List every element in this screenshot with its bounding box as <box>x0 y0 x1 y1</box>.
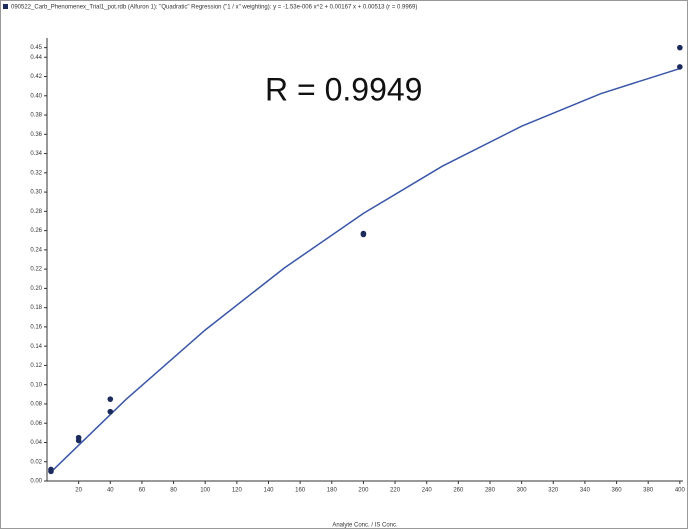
x-axis-label: Analyte Conc. / IS Conc. <box>332 523 398 529</box>
y-tick-label: 0.14 <box>30 344 42 350</box>
y-tick-label: 0.26 <box>30 228 42 234</box>
x-tick-label: 240 <box>422 488 433 494</box>
y-tick-label: 0.36 <box>30 132 42 138</box>
x-tick-label: 20 <box>75 488 82 494</box>
y-tick-label: 0.10 <box>30 382 42 388</box>
x-tick-label: 220 <box>390 488 401 494</box>
data-point <box>677 64 683 70</box>
y-tick-label: 0.44 <box>30 55 42 61</box>
x-tick-label: 300 <box>517 488 528 494</box>
x-tick-label: 60 <box>139 488 146 494</box>
y-tick-label: 0.40 <box>30 93 42 99</box>
x-tick-label: 140 <box>263 488 274 494</box>
x-tick-label: 260 <box>453 488 464 494</box>
y-tick-label: 0.42 <box>30 74 42 80</box>
y-tick-label: 0.24 <box>30 247 42 253</box>
x-tick-label: 180 <box>327 488 338 494</box>
annotation: R = 0.9949 <box>265 71 422 107</box>
chart-title: 090522_Carb_Phenomenex_Trial1_pot.rdb (A… <box>11 5 417 11</box>
y-tick-label: 0.38 <box>30 113 42 119</box>
y-tick-label: 0.30 <box>30 190 42 196</box>
data-point <box>360 231 367 238</box>
x-tick-label: 400 <box>675 488 686 494</box>
y-tick-label: 0.16 <box>30 324 42 330</box>
y-tick-label: 0.34 <box>30 151 42 157</box>
data-point <box>107 396 114 402</box>
data-point <box>107 408 114 415</box>
y-tick-label: 0.02 <box>30 459 42 465</box>
y-tick-label: 0.12 <box>30 363 42 369</box>
y-tick-label: 0.22 <box>30 267 42 273</box>
x-tick-label: 80 <box>170 488 177 494</box>
y-tick-label: 0.18 <box>30 305 42 311</box>
y-tick-label: 0.28 <box>30 209 42 215</box>
data-point <box>677 44 683 51</box>
y-tick-label: 0.32 <box>30 170 42 176</box>
x-tick-label: 40 <box>107 488 114 494</box>
x-tick-label: 100 <box>200 488 211 494</box>
x-tick-label: 280 <box>485 488 496 494</box>
x-tick-label: 320 <box>548 488 559 494</box>
y-tick-label: 0.00 <box>30 479 42 485</box>
y-tick-label: 0.06 <box>30 421 42 427</box>
x-tick-label: 160 <box>295 488 306 494</box>
y-tick-label: 0.04 <box>30 440 42 446</box>
x-tick-label: 120 <box>232 488 243 494</box>
y-tick-label: 0.45 <box>30 45 42 51</box>
y-tick-label: 0.20 <box>30 286 42 292</box>
x-tick-label: 340 <box>580 488 591 494</box>
data-point <box>48 466 54 473</box>
x-tick-label: 360 <box>612 488 623 494</box>
y-tick-label: 0.08 <box>30 402 42 408</box>
x-tick-label: 380 <box>643 488 654 494</box>
fit-curve <box>50 67 681 473</box>
data-point <box>75 437 82 444</box>
title-icon <box>3 4 8 9</box>
x-tick-label: 200 <box>358 488 369 494</box>
